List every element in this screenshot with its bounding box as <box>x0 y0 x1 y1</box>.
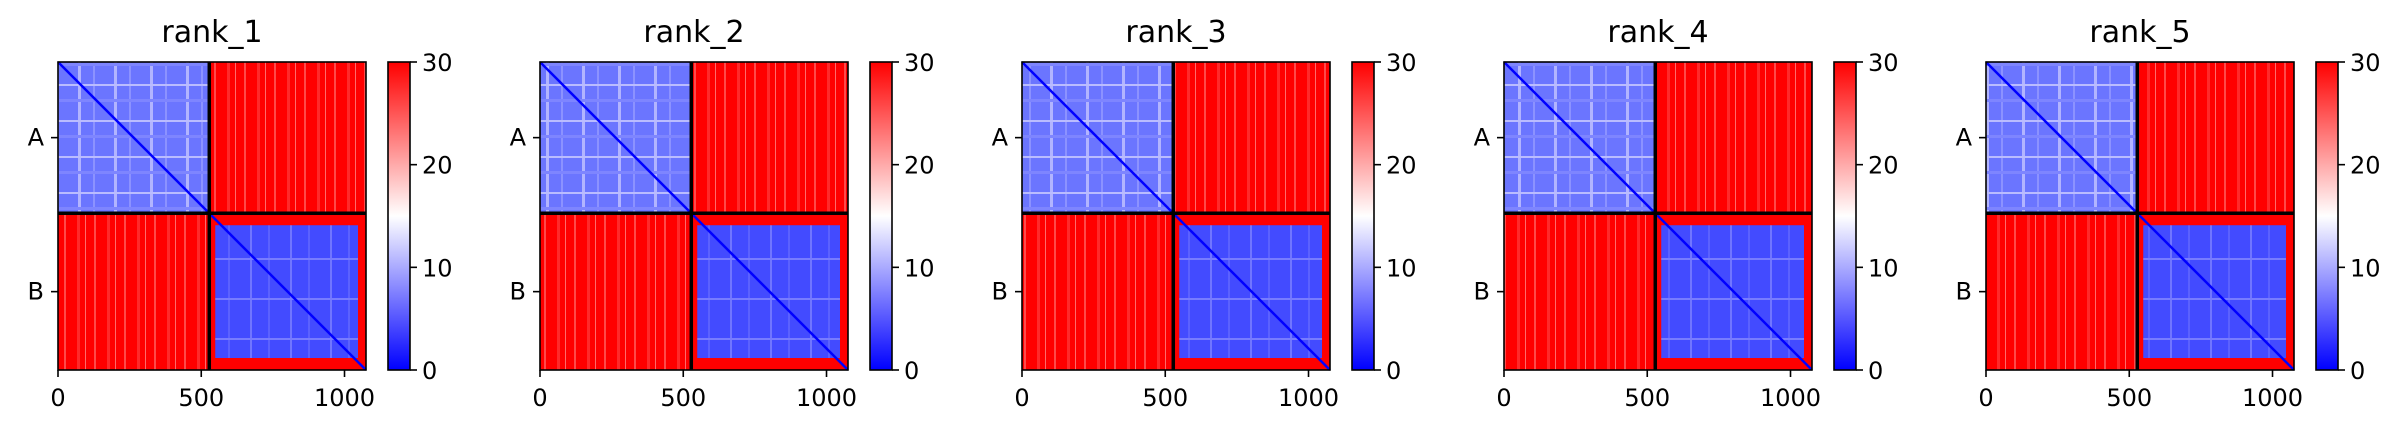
colorbar-gradient <box>1352 62 1374 370</box>
colorbar-gradient <box>1834 62 1856 370</box>
colorbar-tick-label: 0 <box>2350 357 2365 385</box>
block-B-A <box>540 213 692 370</box>
x-tick-label: 1000 <box>2242 384 2303 412</box>
colorbar-frame <box>1833 61 1857 371</box>
colorbar-tick-label: 10 <box>1868 254 1899 282</box>
colorbar-tick-label: 0 <box>422 357 437 385</box>
x-tick-label: 500 <box>178 384 224 412</box>
y-tick-label-A: A <box>28 124 45 152</box>
colorbar-tick-label: 10 <box>422 254 453 282</box>
plot-frame <box>1985 61 2295 371</box>
y-tick-label-A: A <box>1956 124 1973 152</box>
panel-title: rank_1 <box>161 15 262 50</box>
diagonal-line <box>1503 61 1813 371</box>
colorbar-gradient <box>870 62 892 370</box>
plot-frame <box>539 61 849 371</box>
colorbar-tick-label: 10 <box>904 254 935 282</box>
heatmap-panel-4: rank_4 0 500 1000 A B 0 10 20 30 <box>1474 15 1899 412</box>
colorbar-frame <box>2315 61 2339 371</box>
plot-frame <box>1503 61 1813 371</box>
diagonal-line <box>1985 61 2295 371</box>
colorbar-tick-label: 20 <box>1386 152 1417 180</box>
colorbar-tick-label: 20 <box>2350 152 2381 180</box>
panel-title: rank_5 <box>2089 15 2190 50</box>
x-tick-label: 1000 <box>314 384 375 412</box>
colorbar: 0 10 20 30 <box>2315 49 2381 385</box>
block-A-B <box>691 62 848 214</box>
colorbar-tick-label: 30 <box>2350 49 2381 77</box>
colorbar-tick-label: 30 <box>422 49 453 77</box>
colorbar: 0 10 20 30 <box>1351 49 1417 385</box>
block-A-B <box>1655 62 1812 214</box>
x-tick-label: 1000 <box>796 384 857 412</box>
x-tick-label: 0 <box>1014 384 1029 412</box>
block-B-A <box>58 213 210 370</box>
x-tick-label: 0 <box>532 384 547 412</box>
panel-title: rank_4 <box>1607 15 1708 50</box>
block-A-B <box>209 62 366 214</box>
colorbar-tick-label: 20 <box>422 152 453 180</box>
y-tick-label-B: B <box>1474 278 1490 306</box>
y-tick-label-B: B <box>28 278 44 306</box>
colorbar-tick-label: 0 <box>1868 357 1883 385</box>
colorbar-tick-label: 30 <box>904 49 935 77</box>
colorbar: 0 10 20 30 <box>1833 49 1899 385</box>
colorbar-tick-label: 10 <box>1386 254 1417 282</box>
y-tick-label-B: B <box>510 278 526 306</box>
colorbar-gradient <box>388 62 410 370</box>
colorbar-frame <box>869 61 893 371</box>
colorbar: 0 10 20 30 <box>387 49 453 385</box>
heatmap-panel-1: rank_1 0 500 1000 A B 0 10 20 30 <box>28 15 453 412</box>
block-A-B <box>2137 62 2294 214</box>
x-tick-label: 0 <box>50 384 65 412</box>
colorbar-tick-label: 30 <box>1386 49 1417 77</box>
y-tick-label-B: B <box>992 278 1008 306</box>
colorbar-tick-label: 0 <box>904 357 919 385</box>
x-tick-label: 1000 <box>1278 384 1339 412</box>
colorbar-gradient <box>2316 62 2338 370</box>
y-tick-label-A: A <box>510 124 527 152</box>
heatmap-panel-3: rank_3 0 500 1000 A B 0 10 20 30 <box>992 15 1417 412</box>
colorbar-tick-label: 30 <box>1868 49 1899 77</box>
heatmap-panel-2: rank_2 0 500 1000 A B 0 10 20 30 <box>510 15 935 412</box>
y-tick-label-A: A <box>992 124 1009 152</box>
colorbar-tick-label: 0 <box>1386 357 1401 385</box>
x-tick-label: 1000 <box>1760 384 1821 412</box>
colorbar-tick-label: 10 <box>2350 254 2381 282</box>
plot-frame <box>1021 61 1331 371</box>
plot-frame <box>57 61 367 371</box>
y-tick-label-B: B <box>1956 278 1972 306</box>
colorbar-frame <box>1351 61 1375 371</box>
colorbar-frame <box>387 61 411 371</box>
x-tick-label: 500 <box>2106 384 2152 412</box>
block-B-A <box>1986 213 2138 370</box>
x-tick-label: 500 <box>1624 384 1670 412</box>
block-A-B <box>1173 62 1330 214</box>
x-tick-label: 0 <box>1496 384 1511 412</box>
heatmap-panel-5: rank_5 0 500 1000 A B 0 10 20 30 <box>1956 15 2381 412</box>
x-tick-label: 500 <box>1142 384 1188 412</box>
colorbar-tick-label: 20 <box>1868 152 1899 180</box>
x-tick-label: 500 <box>660 384 706 412</box>
colorbar-tick-label: 20 <box>904 152 935 180</box>
diagonal-line <box>539 61 849 371</box>
colorbar: 0 10 20 30 <box>869 49 935 385</box>
diagonal-line <box>1021 61 1331 371</box>
block-B-A <box>1022 213 1174 370</box>
panel-title: rank_3 <box>1125 15 1226 50</box>
y-tick-label-A: A <box>1474 124 1491 152</box>
block-B-A <box>1504 213 1656 370</box>
x-tick-label: 0 <box>1978 384 1993 412</box>
panel-title: rank_2 <box>643 15 744 50</box>
diagonal-line <box>57 61 367 371</box>
